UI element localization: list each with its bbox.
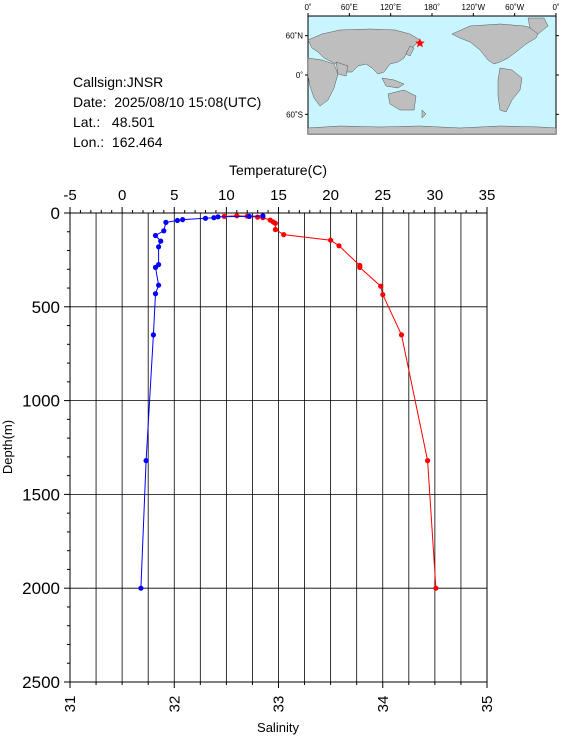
map-land-japan — [405, 45, 415, 57]
map-land-antarctica — [307, 125, 557, 135]
y-axis-tick-label: 500 — [32, 298, 60, 317]
data-point — [246, 213, 252, 219]
map-land-north-america — [451, 23, 541, 65]
callsign-value: JNSR — [126, 74, 164, 90]
data-point — [158, 238, 164, 244]
data-point — [255, 214, 261, 220]
data-point — [156, 244, 162, 250]
map-land-australia — [387, 89, 417, 111]
data-point — [272, 226, 278, 233]
top-axis-tick-label: 0 — [118, 187, 126, 204]
map-land-africa — [307, 57, 339, 107]
data-point — [260, 213, 266, 219]
lat-value: 48.501 — [111, 114, 155, 130]
data-point — [398, 332, 405, 338]
data-point — [357, 264, 363, 270]
y-axis-tick-label: 1500 — [22, 485, 60, 504]
map-lon-label: 60˚E — [341, 3, 358, 12]
y-axis-tick-label: 2000 — [22, 579, 60, 598]
map-land-se-asia-islands — [381, 77, 405, 89]
callsign-line: Callsign:JNSR — [73, 72, 163, 92]
y-axis-label: Depth(m) — [0, 420, 15, 474]
top-axis-tick-label: 20 — [322, 187, 339, 204]
bottom-axis-tick-label: 32 — [166, 696, 183, 713]
map-lon-label: 120˚W — [462, 3, 486, 12]
data-point — [380, 292, 386, 298]
data-point — [328, 237, 334, 243]
map-land-greenland — [527, 17, 549, 35]
top-axis-label: Temperature(C) — [229, 162, 327, 178]
map-lat-label: 60˚S — [286, 110, 303, 119]
data-point — [156, 282, 162, 288]
data-point — [180, 217, 186, 223]
map-lon-label: 0˚ — [552, 3, 559, 12]
data-point — [143, 458, 149, 464]
map-land-south-america — [497, 67, 523, 113]
data-point — [152, 232, 159, 239]
top-axis-tick-label: 25 — [374, 187, 391, 204]
station-marker-icon — [415, 38, 425, 48]
map-lon-label: 60˚W — [505, 3, 525, 12]
top-axis-tick-label: 35 — [479, 187, 496, 204]
callsign-label: Callsign: — [73, 74, 127, 90]
data-point — [378, 283, 384, 289]
data-point — [152, 291, 159, 297]
data-point — [174, 217, 180, 224]
lon-value: 162.464 — [111, 134, 163, 150]
map-lat-label: 0˚ — [296, 71, 303, 80]
y-axis-tick-label: 2500 — [22, 673, 60, 692]
world-map-inset: 0˚ 60˚E 120˚E 180˚ 120˚W 60˚W 0˚ 60˚N 0˚ 60˚S — [286, 3, 560, 135]
data-point — [281, 232, 287, 238]
map-lon-label: 120˚E — [380, 3, 401, 12]
map-axes: 0˚ 60˚E 120˚E 180˚ 120˚W 60˚W 0˚ 60˚N 0˚ 60˚S — [286, 3, 560, 119]
top-axis-tick-label: 5 — [170, 187, 178, 204]
data-point — [211, 215, 217, 221]
lat-label: Lat.: — [73, 114, 101, 130]
data-point — [152, 264, 159, 270]
bottom-axis-tick-label: 31 — [62, 696, 79, 713]
temperature-series — [221, 213, 439, 591]
map-land-arabia — [335, 61, 349, 77]
data-point — [215, 214, 221, 220]
top-axis-tick-label: -5 — [63, 187, 76, 204]
date-label: Date: — [73, 94, 107, 110]
bottom-axis-tick-label: 34 — [375, 696, 392, 713]
station-star — [415, 38, 425, 48]
map-lat-label: 60˚N — [286, 32, 304, 41]
map-lon-label: 0˚ — [304, 3, 311, 12]
y-axis-tick-label: 1000 — [22, 392, 60, 411]
data-point — [150, 332, 156, 338]
data-point — [161, 228, 167, 234]
top-axis-tick-label: 15 — [270, 187, 287, 204]
data-point — [272, 220, 278, 226]
grid-lines — [70, 213, 487, 682]
bottom-axis-tick-label: 33 — [271, 696, 288, 713]
map-land — [307, 17, 557, 135]
y-axis-tick-label: 0 — [51, 204, 60, 223]
data-point — [138, 585, 144, 591]
lon-label: Lon.: — [73, 134, 105, 150]
bottom-axis-tick-label: 35 — [479, 696, 496, 713]
data-point — [433, 585, 439, 591]
date-value: 2025/08/10 15:08(UTC) — [114, 94, 262, 110]
data-point — [425, 458, 431, 464]
top-axis-tick-label: 30 — [427, 187, 444, 204]
data-point — [202, 215, 209, 221]
lat-line: Lat.: 48.501 — [73, 112, 155, 132]
map-land-new-zealand — [421, 109, 427, 119]
top-axis-tick-label: 10 — [218, 187, 235, 204]
lon-line: Lon.: 162.464 — [73, 132, 163, 152]
data-point — [163, 219, 169, 225]
map-lon-label: 180˚ — [424, 3, 440, 12]
data-point — [336, 243, 342, 249]
salinity-series — [138, 213, 266, 591]
date-line: Date: 2025/08/10 15:08(UTC) — [73, 92, 261, 112]
series-layer — [138, 213, 439, 591]
data-point — [234, 213, 240, 219]
bottom-axis-label: Salinity — [257, 720, 299, 735]
